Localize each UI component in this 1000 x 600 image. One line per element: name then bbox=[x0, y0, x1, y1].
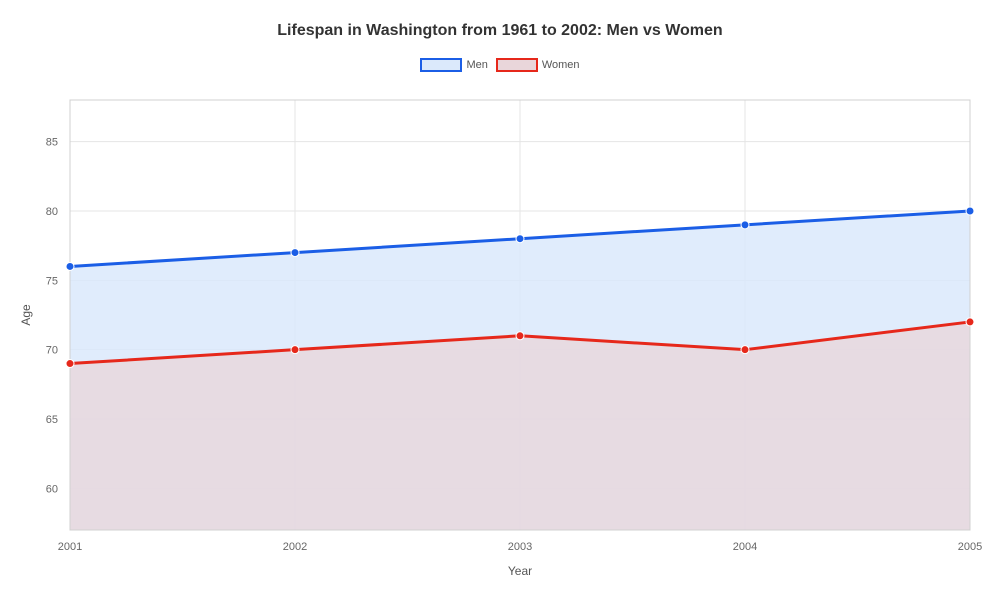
y-tick-label: 65 bbox=[46, 414, 58, 426]
y-tick-label: 80 bbox=[46, 206, 58, 218]
y-tick-label: 60 bbox=[46, 483, 58, 495]
chart-legend: Men Women bbox=[0, 58, 1000, 72]
x-tick-label: 2004 bbox=[733, 541, 757, 553]
y-axis-label: Age bbox=[19, 304, 33, 326]
x-tick-label: 2003 bbox=[508, 541, 532, 553]
legend-label-men: Men bbox=[466, 59, 487, 71]
series-marker[interactable] bbox=[516, 235, 524, 243]
series-marker[interactable] bbox=[966, 207, 974, 215]
y-tick-label: 75 bbox=[46, 275, 58, 287]
legend-item-women[interactable]: Women bbox=[496, 58, 580, 72]
x-tick-label: 2005 bbox=[958, 541, 982, 553]
series-marker[interactable] bbox=[741, 346, 749, 354]
series-marker[interactable] bbox=[291, 249, 299, 257]
series-marker[interactable] bbox=[66, 262, 74, 270]
series-marker[interactable] bbox=[516, 332, 524, 340]
chart-svg: 60 65 70 75 80 85 2001 2002 2003 2004 2005 Year Age bbox=[0, 0, 1000, 600]
y-tick-label: 70 bbox=[46, 345, 58, 357]
series-marker[interactable] bbox=[966, 318, 974, 326]
series-marker[interactable] bbox=[741, 221, 749, 229]
chart-title: Lifespan in Washington from 1961 to 2002… bbox=[0, 22, 1000, 40]
x-axis-label: Year bbox=[508, 564, 532, 578]
chart-container: Lifespan in Washington from 1961 to 2002… bbox=[0, 0, 1000, 600]
x-tick-label: 2001 bbox=[58, 541, 82, 553]
legend-item-men[interactable]: Men bbox=[420, 58, 487, 72]
legend-swatch-women bbox=[496, 58, 538, 72]
y-tick-label: 85 bbox=[46, 137, 58, 149]
series-marker[interactable] bbox=[291, 346, 299, 354]
series-marker[interactable] bbox=[66, 360, 74, 368]
legend-label-women: Women bbox=[542, 59, 580, 71]
x-tick-label: 2002 bbox=[283, 541, 307, 553]
legend-swatch-men bbox=[420, 58, 462, 72]
